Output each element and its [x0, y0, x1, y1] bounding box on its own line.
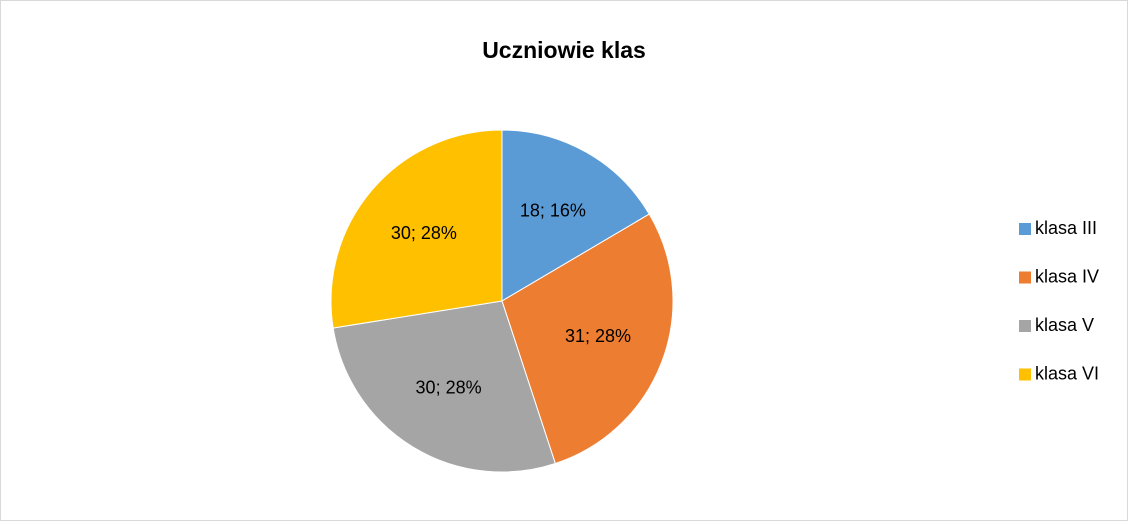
pie-slice	[501, 129, 650, 302]
chart-title: Uczniowie klas	[482, 37, 646, 63]
legend-swatch	[1019, 368, 1031, 381]
legend-label: klasa V	[1035, 315, 1094, 335]
data-label: 30; 28%	[391, 223, 457, 243]
pie-slice	[501, 213, 674, 465]
legend-label: klasa IV	[1035, 266, 1099, 286]
pie-slice	[332, 300, 556, 473]
legend-label: klasa VI	[1035, 363, 1099, 383]
legend-swatch	[1019, 223, 1031, 235]
legend-swatch	[1019, 271, 1031, 284]
pie-slice	[330, 129, 503, 329]
legend-label: klasa III	[1035, 218, 1097, 238]
data-label: 30; 28%	[416, 377, 482, 397]
data-label: 18; 16%	[520, 201, 586, 221]
legend-swatch	[1019, 320, 1031, 332]
data-label: 31; 28%	[565, 326, 631, 346]
